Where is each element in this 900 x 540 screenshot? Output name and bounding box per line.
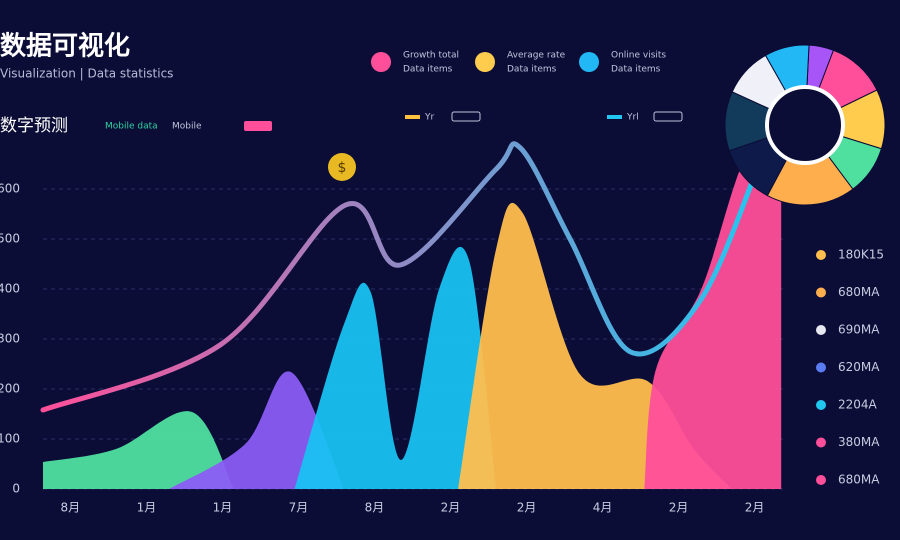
- area: [644, 148, 782, 489]
- x-tick-label: 1月: [213, 501, 233, 515]
- x-tick-label: 8月: [61, 501, 81, 515]
- badge: $: [338, 160, 347, 176]
- section-title: 数字预测: [0, 116, 68, 136]
- legend-label: Growth total: [403, 51, 459, 61]
- legend-label: Online visits: [611, 51, 666, 61]
- legend-box: [451, 111, 481, 122]
- x-tick-label: 7月: [289, 501, 309, 515]
- legend-label: Average rate: [507, 51, 566, 61]
- x-tick-label: 2月: [745, 501, 765, 515]
- legend-marker: [607, 115, 622, 119]
- legend-label: Mobile: [172, 122, 202, 132]
- side-label: 680MA: [838, 473, 880, 487]
- legend-box: [653, 111, 683, 122]
- legend-sub: Data items: [507, 65, 557, 75]
- legend-marker: [405, 115, 420, 119]
- area: [169, 371, 345, 489]
- chart-title: 数据可视化: [0, 32, 130, 62]
- legend-label: Yrl: [626, 113, 639, 123]
- x-tick-label: 1月: [137, 501, 157, 515]
- side-marker: [816, 325, 826, 335]
- side-marker: [816, 287, 826, 298]
- x-tick-label: 8月: [365, 501, 385, 515]
- area: [294, 246, 497, 489]
- side-marker: [816, 475, 826, 485]
- y-tick-label: 100: [0, 432, 20, 446]
- legend-sub: Data items: [611, 65, 661, 75]
- trend-line: [40, 141, 764, 413]
- y-tick-label: 0: [12, 482, 20, 496]
- x-tick-label: 2月: [669, 501, 689, 515]
- badge-icon: [328, 153, 356, 181]
- legend-marker: [371, 52, 391, 72]
- side-marker: [816, 437, 826, 448]
- y-tick-label: 500: [0, 232, 20, 246]
- y-tick-label: 200: [0, 382, 20, 396]
- side-marker: [816, 362, 826, 373]
- side-label: 180K15: [838, 248, 884, 262]
- donut-ring: [765, 85, 845, 165]
- x-tick-label: 2月: [517, 501, 537, 515]
- side-label: 690MA: [838, 323, 880, 337]
- x-tick-label: 2月: [441, 501, 461, 515]
- legend-label: Yr: [424, 113, 434, 123]
- y-tick-label: 400: [0, 282, 20, 296]
- subtitle: Visualization | Data statistics: [0, 67, 173, 81]
- side-label: 380MA: [838, 435, 880, 449]
- side-marker: [816, 400, 826, 410]
- legend-sub: Data items: [403, 65, 453, 75]
- side-label: 680MA: [838, 285, 880, 299]
- legend-marker: [579, 52, 599, 72]
- legend-marker: [244, 121, 272, 131]
- y-tick-label: 300: [0, 332, 20, 346]
- x-tick-label: 4月: [593, 501, 613, 515]
- y-tick-label: 600: [0, 182, 20, 196]
- side-label: 620MA: [838, 360, 880, 374]
- area: [43, 411, 234, 489]
- side-label: 2204A: [838, 398, 878, 412]
- legend-label: Mobile data: [105, 122, 158, 132]
- legend-marker: [475, 52, 495, 72]
- side-marker: [816, 250, 826, 260]
